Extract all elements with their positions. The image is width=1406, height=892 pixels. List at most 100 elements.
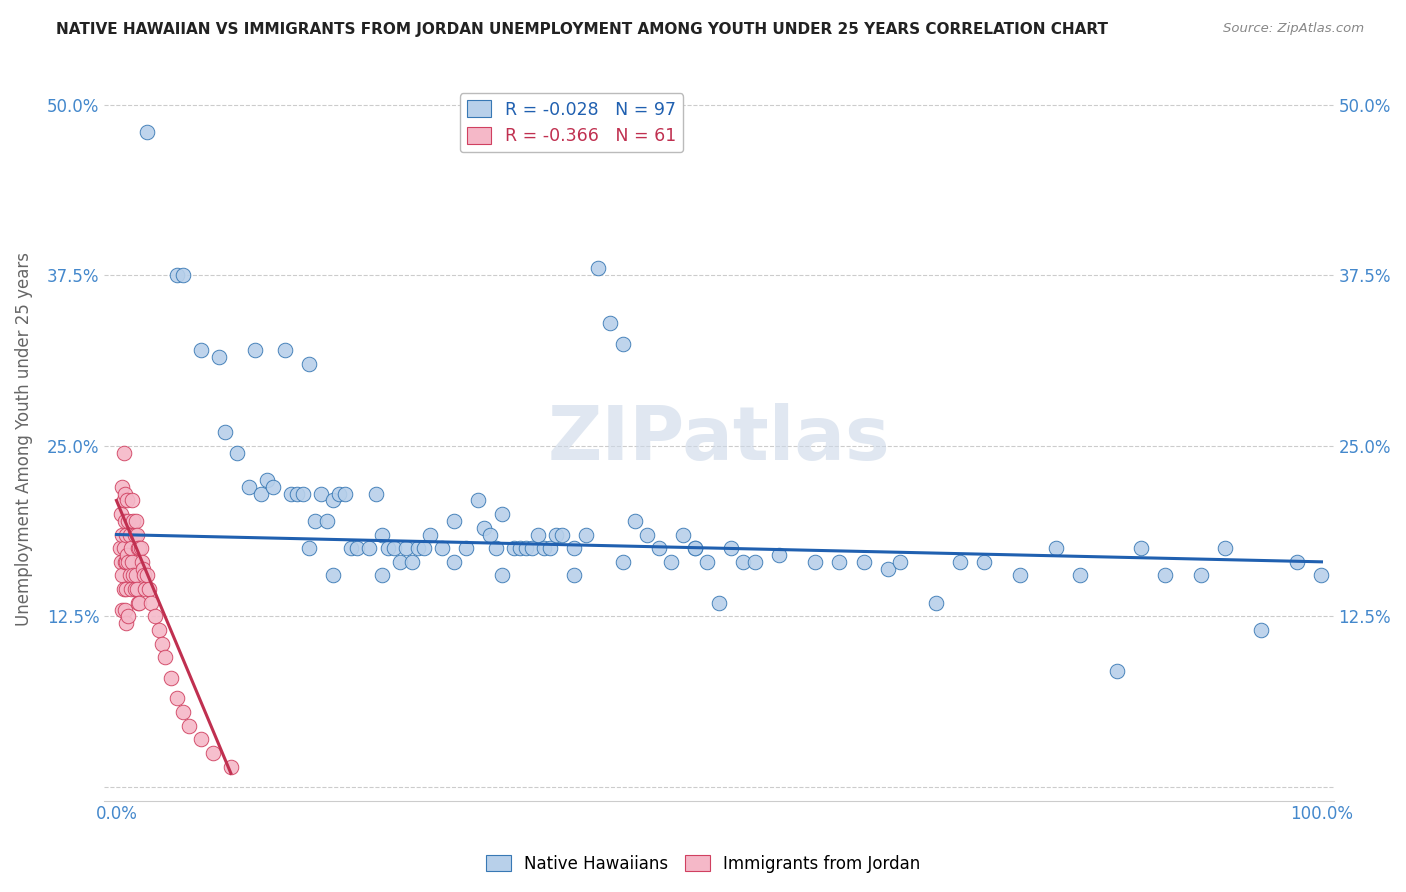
Point <box>117 514 139 528</box>
Point <box>388 555 411 569</box>
Point <box>491 568 513 582</box>
Point <box>108 541 131 556</box>
Point <box>612 555 634 569</box>
Point <box>111 602 134 616</box>
Point <box>208 350 231 364</box>
Point <box>111 527 134 541</box>
Point <box>1153 568 1175 582</box>
Point <box>1010 568 1032 582</box>
Point <box>467 493 489 508</box>
Point <box>112 541 135 556</box>
Point <box>546 527 568 541</box>
Point <box>125 514 148 528</box>
Point <box>1250 623 1272 637</box>
Point <box>538 541 561 556</box>
Point <box>406 541 429 556</box>
Point <box>636 527 658 541</box>
Point <box>118 568 141 582</box>
Point <box>280 486 302 500</box>
Point <box>214 425 236 440</box>
Point <box>128 541 150 556</box>
Point <box>177 718 200 732</box>
Point <box>135 568 157 582</box>
Point <box>973 555 995 569</box>
Point <box>125 568 148 582</box>
Point <box>138 582 160 596</box>
Point <box>120 582 142 596</box>
Point <box>599 316 621 330</box>
Point <box>322 493 344 508</box>
Point <box>316 514 339 528</box>
Point <box>647 541 669 556</box>
Point <box>143 609 166 624</box>
Point <box>134 568 156 582</box>
Point <box>117 493 139 508</box>
Point <box>121 555 143 569</box>
Point <box>111 568 134 582</box>
Point <box>114 514 136 528</box>
Point <box>121 493 143 508</box>
Point <box>292 486 315 500</box>
Y-axis label: Unemployment Among Youth under 25 years: Unemployment Among Youth under 25 years <box>15 252 32 626</box>
Point <box>141 596 163 610</box>
Point <box>134 582 156 596</box>
Point <box>153 650 176 665</box>
Point <box>949 555 972 569</box>
Point <box>115 582 138 596</box>
Point <box>238 480 260 494</box>
Point <box>118 527 141 541</box>
Point <box>588 261 610 276</box>
Point <box>430 541 453 556</box>
Point <box>132 562 155 576</box>
Point <box>520 541 543 556</box>
Point <box>1310 568 1333 582</box>
Point <box>370 527 392 541</box>
Point <box>110 507 132 521</box>
Point <box>828 555 851 569</box>
Point <box>112 445 135 459</box>
Point <box>443 514 465 528</box>
Point <box>1286 555 1309 569</box>
Point <box>359 541 381 556</box>
Point <box>472 521 495 535</box>
Point <box>131 555 153 569</box>
Point <box>852 555 875 569</box>
Point <box>114 555 136 569</box>
Point <box>115 527 138 541</box>
Point <box>122 514 145 528</box>
Point <box>274 343 297 358</box>
Point <box>112 493 135 508</box>
Point <box>328 486 350 500</box>
Point <box>1213 541 1236 556</box>
Point <box>1105 664 1128 678</box>
Point <box>509 541 531 556</box>
Point <box>127 541 149 556</box>
Point <box>262 480 284 494</box>
Point <box>412 541 434 556</box>
Point <box>478 527 501 541</box>
Point <box>166 268 188 283</box>
Point <box>124 582 146 596</box>
Point <box>125 527 148 541</box>
Point <box>125 582 148 596</box>
Point <box>683 541 706 556</box>
Point <box>454 541 477 556</box>
Point <box>304 514 326 528</box>
Point <box>744 555 766 569</box>
Point <box>503 541 526 556</box>
Point <box>364 486 387 500</box>
Point <box>672 527 695 541</box>
Point <box>120 541 142 556</box>
Point <box>117 548 139 562</box>
Point <box>129 541 152 556</box>
Point <box>127 596 149 610</box>
Point <box>128 596 150 610</box>
Point <box>533 541 555 556</box>
Point <box>122 568 145 582</box>
Text: Source: ZipAtlas.com: Source: ZipAtlas.com <box>1223 22 1364 36</box>
Point <box>1189 568 1212 582</box>
Point <box>377 541 399 556</box>
Point <box>889 555 911 569</box>
Point <box>925 596 948 610</box>
Point <box>159 671 181 685</box>
